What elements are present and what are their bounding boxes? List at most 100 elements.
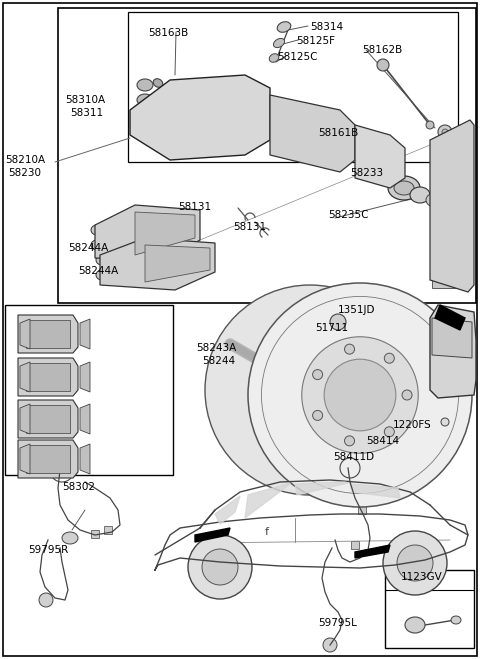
Text: f: f — [265, 527, 269, 537]
Circle shape — [438, 125, 452, 139]
Ellipse shape — [269, 54, 279, 62]
Circle shape — [426, 121, 434, 129]
Circle shape — [345, 436, 355, 446]
Text: 1123GV: 1123GV — [401, 572, 443, 582]
Ellipse shape — [175, 93, 215, 137]
Bar — [432, 270, 467, 288]
Text: 58125F: 58125F — [296, 36, 335, 46]
Text: 58163B: 58163B — [148, 28, 188, 38]
Ellipse shape — [394, 181, 414, 195]
Ellipse shape — [137, 79, 153, 91]
Ellipse shape — [137, 94, 153, 106]
Text: 58235C: 58235C — [328, 210, 369, 220]
Polygon shape — [20, 362, 30, 392]
Text: 58162B: 58162B — [362, 45, 402, 55]
Ellipse shape — [277, 22, 291, 32]
Text: 58311: 58311 — [70, 108, 103, 118]
Text: 58414: 58414 — [366, 436, 399, 446]
Text: 1351JD: 1351JD — [338, 305, 375, 315]
Bar — [432, 170, 467, 188]
Text: 58244A: 58244A — [68, 243, 108, 253]
Circle shape — [397, 545, 433, 581]
Ellipse shape — [298, 115, 326, 151]
Bar — [435, 348, 465, 360]
Circle shape — [47, 456, 59, 468]
Bar — [435, 366, 465, 378]
Polygon shape — [80, 404, 90, 434]
Text: 58125C: 58125C — [277, 52, 317, 62]
Polygon shape — [80, 444, 90, 474]
Text: 58310A: 58310A — [65, 95, 105, 105]
Bar — [385, 570, 474, 648]
Ellipse shape — [366, 136, 394, 180]
Ellipse shape — [216, 98, 233, 117]
Polygon shape — [355, 545, 390, 558]
Polygon shape — [26, 445, 70, 473]
Polygon shape — [430, 120, 474, 292]
Circle shape — [402, 390, 412, 400]
Circle shape — [39, 593, 53, 607]
Circle shape — [47, 374, 59, 386]
Circle shape — [312, 411, 323, 420]
Polygon shape — [135, 212, 195, 255]
Ellipse shape — [96, 255, 108, 265]
Polygon shape — [26, 405, 70, 433]
Polygon shape — [80, 319, 90, 349]
Text: 58131: 58131 — [178, 202, 211, 212]
Bar — [435, 330, 465, 342]
Circle shape — [441, 418, 449, 426]
Polygon shape — [20, 319, 30, 349]
Polygon shape — [95, 205, 200, 260]
Text: 58302: 58302 — [62, 482, 95, 492]
Bar — [5, 305, 173, 475]
Circle shape — [323, 638, 337, 652]
Ellipse shape — [91, 225, 103, 235]
Circle shape — [383, 531, 447, 595]
Text: 1220FS: 1220FS — [393, 420, 432, 430]
Ellipse shape — [167, 254, 183, 274]
Bar — [91, 530, 99, 538]
Polygon shape — [145, 245, 210, 282]
Polygon shape — [270, 95, 355, 172]
Text: 59795L: 59795L — [318, 618, 357, 628]
Ellipse shape — [153, 78, 163, 87]
Circle shape — [324, 359, 396, 431]
Polygon shape — [80, 362, 90, 392]
Bar — [358, 506, 366, 514]
Ellipse shape — [426, 193, 444, 207]
Ellipse shape — [91, 240, 103, 250]
Polygon shape — [20, 404, 30, 434]
Ellipse shape — [451, 616, 461, 624]
Text: 59795R: 59795R — [28, 545, 68, 555]
Ellipse shape — [290, 105, 334, 161]
Polygon shape — [245, 483, 290, 518]
Ellipse shape — [274, 38, 285, 47]
Circle shape — [205, 285, 415, 495]
Polygon shape — [26, 320, 70, 348]
Text: 58131: 58131 — [233, 222, 266, 232]
Ellipse shape — [157, 222, 173, 242]
Circle shape — [384, 427, 395, 437]
Text: 58210A: 58210A — [5, 155, 45, 165]
Circle shape — [330, 314, 346, 330]
Bar — [432, 205, 467, 223]
Circle shape — [202, 549, 238, 585]
Circle shape — [312, 370, 323, 380]
Polygon shape — [295, 482, 348, 495]
Polygon shape — [18, 400, 78, 438]
Circle shape — [188, 535, 252, 599]
Polygon shape — [18, 358, 78, 396]
Polygon shape — [355, 125, 405, 188]
Polygon shape — [215, 496, 240, 524]
Text: 51711: 51711 — [315, 323, 348, 333]
Text: 58244A: 58244A — [78, 266, 118, 276]
Ellipse shape — [62, 532, 78, 544]
Polygon shape — [350, 484, 400, 498]
Bar — [432, 145, 467, 163]
Bar — [351, 541, 359, 549]
Bar — [432, 240, 467, 258]
Ellipse shape — [96, 270, 108, 280]
Polygon shape — [20, 444, 30, 474]
Circle shape — [248, 283, 472, 507]
Text: 58161B: 58161B — [318, 128, 358, 138]
